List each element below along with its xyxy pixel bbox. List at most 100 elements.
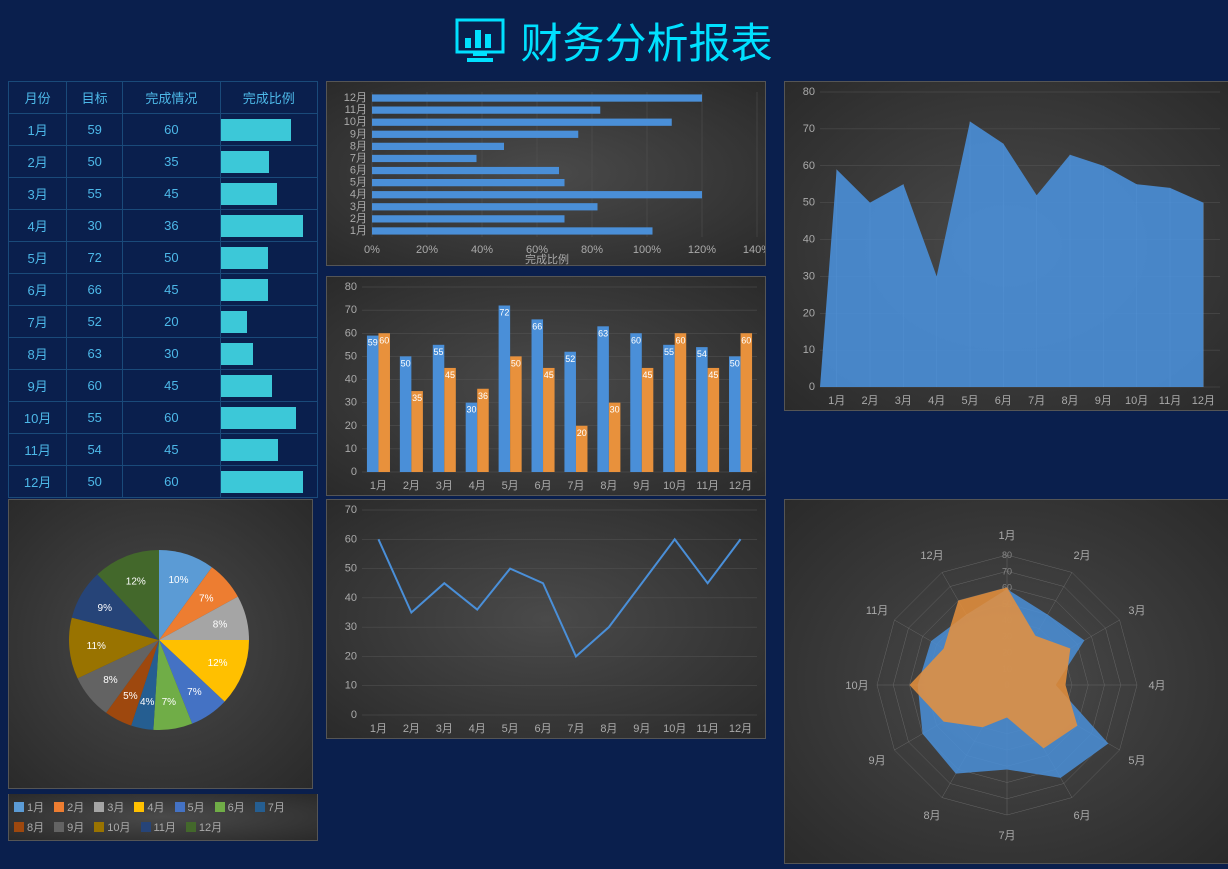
svg-text:4月: 4月: [350, 189, 367, 201]
svg-text:10: 10: [345, 443, 357, 455]
table-header: 完成情况: [123, 82, 220, 114]
svg-text:30: 30: [803, 270, 815, 282]
radar-chart: 102030405060708001月2月3月4月5月6月7月8月9月10月11…: [784, 499, 1228, 864]
svg-text:40: 40: [345, 592, 357, 604]
legend-item: 2月: [54, 799, 84, 815]
svg-text:5月: 5月: [961, 395, 978, 407]
svg-text:30: 30: [345, 397, 357, 409]
svg-text:4月: 4月: [1148, 680, 1165, 692]
svg-text:55: 55: [434, 347, 444, 357]
svg-text:1月: 1月: [370, 723, 387, 735]
svg-text:40%: 40%: [471, 244, 493, 256]
svg-text:20: 20: [345, 650, 357, 662]
table-row: 3月5545: [9, 178, 318, 210]
svg-text:5月: 5月: [502, 723, 519, 735]
svg-text:80%: 80%: [581, 244, 603, 256]
svg-text:55: 55: [664, 347, 674, 357]
svg-text:5月: 5月: [502, 480, 519, 492]
svg-text:12月: 12月: [920, 550, 943, 562]
page-title: 财务分析报表: [520, 10, 772, 71]
legend-item: 9月: [54, 819, 84, 835]
svg-text:12月: 12月: [729, 723, 752, 735]
legend-item: 5月: [175, 799, 205, 815]
svg-text:9月: 9月: [350, 128, 367, 140]
svg-text:10: 10: [345, 680, 357, 692]
grouped-bar-chart: 0102030405060708059601月50352月55453月30364…: [326, 276, 766, 496]
radar-panel: 102030405060708001月2月3月4月5月6月7月8月9月10月11…: [784, 499, 1228, 869]
svg-text:2月: 2月: [861, 395, 878, 407]
svg-text:5月: 5月: [350, 177, 367, 189]
svg-text:11月: 11月: [696, 480, 718, 492]
svg-text:20%: 20%: [416, 244, 438, 256]
svg-text:0: 0: [351, 466, 357, 478]
table-row: 2月5035: [9, 146, 318, 178]
horizontal-bar-chart: 0%20%40%60%80%100%120%140%1月2月3月4月5月6月7月…: [326, 81, 766, 266]
svg-text:3月: 3月: [1128, 605, 1145, 617]
legend-item: 11月: [141, 819, 176, 835]
line-panel: 0102030405060701月2月3月4月5月6月7月8月9月10月11月1…: [326, 499, 776, 869]
legend-item: 8月: [14, 819, 44, 835]
svg-text:120%: 120%: [688, 244, 716, 256]
svg-text:7月: 7月: [567, 723, 584, 735]
svg-text:10月: 10月: [344, 116, 367, 128]
svg-text:35: 35: [412, 393, 422, 403]
svg-text:8月: 8月: [600, 723, 617, 735]
svg-text:60: 60: [379, 335, 389, 345]
table-header: 月份: [9, 82, 67, 114]
svg-text:9月: 9月: [633, 723, 650, 735]
svg-text:7%: 7%: [187, 687, 202, 698]
pie-panel: 10%7%8%12%7%7%4%5%8%11%9%12% 1月2月3月4月5月6…: [8, 499, 318, 869]
data-table-panel: 月份目标完成情况完成比例 1月59602月50353月55454月30365月7…: [8, 81, 318, 491]
svg-text:1月: 1月: [998, 530, 1015, 542]
table-row: 10月5560: [9, 402, 318, 434]
svg-text:1月: 1月: [828, 395, 845, 407]
svg-text:4月: 4月: [469, 480, 486, 492]
svg-text:11月: 11月: [866, 605, 888, 617]
svg-text:7%: 7%: [162, 697, 177, 708]
svg-text:0: 0: [809, 381, 815, 393]
svg-text:40: 40: [345, 374, 357, 386]
svg-text:7月: 7月: [1028, 395, 1045, 407]
svg-text:11月: 11月: [1159, 395, 1181, 407]
svg-text:63: 63: [598, 328, 608, 338]
svg-text:12月: 12月: [344, 92, 367, 104]
svg-text:3月: 3月: [895, 395, 912, 407]
table-row: 4月3036: [9, 210, 318, 242]
svg-text:完成比例: 完成比例: [525, 252, 569, 266]
area-panel: 010203040506070801月2月3月4月5月6月7月8月9月10月11…: [784, 81, 1228, 491]
svg-text:50: 50: [345, 563, 357, 575]
svg-text:9月: 9月: [1095, 395, 1112, 407]
svg-text:4%: 4%: [140, 697, 155, 708]
svg-text:8%: 8%: [213, 619, 228, 630]
svg-text:52: 52: [565, 354, 575, 364]
table-header: 目标: [67, 82, 123, 114]
svg-text:11月: 11月: [345, 104, 367, 116]
svg-text:1月: 1月: [350, 225, 367, 237]
table-row: 12月5060: [9, 466, 318, 498]
svg-text:50: 50: [345, 350, 357, 362]
svg-text:45: 45: [544, 370, 554, 380]
svg-text:10: 10: [803, 344, 815, 356]
svg-text:59: 59: [368, 338, 378, 348]
svg-text:0: 0: [351, 709, 357, 721]
svg-text:9月: 9月: [633, 480, 650, 492]
svg-text:3月: 3月: [436, 480, 453, 492]
svg-text:5月: 5月: [1128, 755, 1145, 767]
svg-text:70: 70: [803, 123, 815, 135]
svg-text:60: 60: [345, 533, 357, 545]
svg-text:7%: 7%: [199, 593, 214, 604]
legend-item: 10月: [94, 819, 130, 835]
svg-text:6月: 6月: [350, 165, 367, 177]
svg-text:3月: 3月: [350, 201, 367, 213]
svg-text:60: 60: [803, 160, 815, 172]
svg-text:1月: 1月: [370, 480, 387, 492]
svg-text:70: 70: [345, 504, 357, 516]
svg-text:20: 20: [577, 428, 587, 438]
table-row: 5月7250: [9, 242, 318, 274]
legend-item: 12月: [186, 819, 222, 835]
svg-text:50: 50: [803, 197, 815, 209]
svg-text:45: 45: [445, 370, 455, 380]
svg-text:10%: 10%: [168, 575, 188, 586]
legend-item: 1月: [14, 799, 44, 815]
svg-text:8月: 8月: [1061, 395, 1078, 407]
